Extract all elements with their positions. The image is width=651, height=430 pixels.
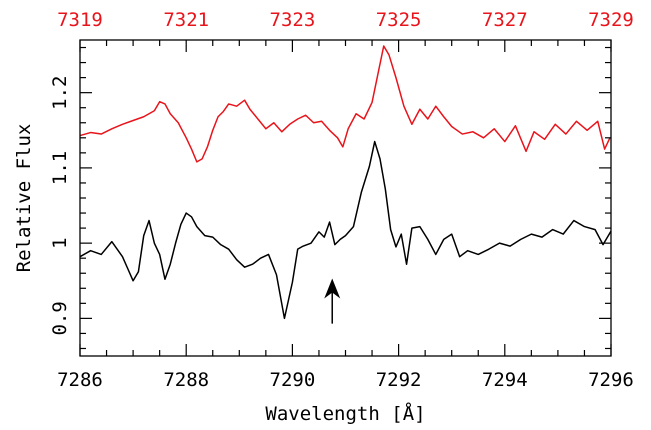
top-tick-label: 7319	[57, 9, 103, 31]
series-line-black	[79, 140, 612, 320]
bottom-axis-tick-labels: 7286 7288 7290 7292 7294 7296	[57, 369, 634, 391]
x-axis-title: Wavelength [Å]	[265, 402, 425, 425]
x-tick-label: 7288	[163, 369, 209, 391]
y-tick-label: 0.9	[49, 301, 71, 335]
x-tick-label: 7286	[57, 369, 103, 391]
y-tick-label: 1.1	[49, 151, 71, 185]
y-axis-title: Relative Flux	[13, 124, 35, 273]
top-tick-label: 7323	[270, 9, 316, 31]
x-tick-label: 7292	[376, 369, 422, 391]
tick-marks	[79, 40, 612, 356]
x-tick-label: 7294	[482, 369, 528, 391]
series-layer	[79, 45, 612, 320]
y-tick-label: 1	[49, 237, 71, 248]
left-axis-tick-labels: 0.9 1 1.1 1.2	[49, 76, 71, 336]
x-tick-label: 7296	[588, 369, 634, 391]
arrow-head	[324, 278, 341, 299]
x-tick-label: 7290	[270, 369, 316, 391]
plot-frame	[79, 39, 612, 357]
top-axis-tick-labels: 7319 7321 7323 7325 7327 7329	[57, 9, 634, 31]
y-tick-label: 1.2	[49, 76, 71, 110]
top-tick-label: 7325	[376, 9, 422, 31]
arrow-annotation	[324, 278, 341, 324]
top-tick-label: 7329	[588, 9, 634, 31]
top-tick-label: 7321	[163, 9, 209, 31]
series-line-red	[79, 45, 611, 163]
top-tick-label: 7327	[482, 9, 528, 31]
